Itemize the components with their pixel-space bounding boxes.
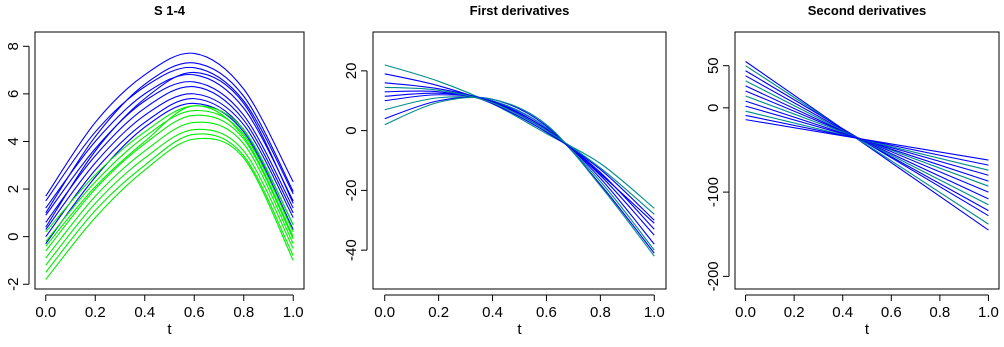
y-tick-label: -2 [5,278,22,291]
series-line-1 [745,61,989,231]
series-line-16 [45,133,294,273]
panel-2: First derivatives t 0.0 0.2 0.4 0.6 0.8 1.0 -4… [343,3,667,338]
y-tick-label: 50 [705,57,722,74]
x-tick-label: 0.4 [482,304,503,321]
y-tick-label: 0 [705,104,722,112]
series-group [745,61,989,231]
plot-frame [34,31,305,290]
x-axis-label: t [167,321,172,338]
series-line-1 [45,52,294,197]
series-line-5 [45,86,294,223]
x-axis: 0.0 0.2 0.4 0.6 0.8 1.0 [374,294,665,321]
series-line-8 [384,96,655,257]
x-tick-label: 1.0 [283,304,304,321]
series-line-1 [384,64,655,209]
series-line-15 [45,128,294,266]
y-tick-label: -20 [343,180,360,202]
y-tick-label: -40 [343,239,360,261]
series-line-10 [45,62,294,214]
series-group [384,64,655,257]
x-tick-label: 0.8 [590,304,611,321]
series-line-3 [384,82,655,230]
series-line-4 [45,81,294,216]
x-axis-label: t [865,321,870,338]
x-axis: 0.0 0.2 0.4 0.6 0.8 1.0 [735,294,999,321]
series-line-7 [384,96,655,254]
plot-frame [372,31,667,290]
series-line-11 [45,105,294,233]
x-tick-label: 0.8 [929,304,950,321]
series-line-8 [45,102,294,245]
x-tick-label: 1.0 [978,304,999,321]
series-line-2 [384,73,655,221]
x-tick-label: 0.4 [134,304,155,321]
x-tick-label: 0.0 [374,304,395,321]
y-axis: -2 0 2 4 6 8 [5,42,30,291]
x-tick-label: 0.6 [536,304,557,321]
series-line-10 [384,86,655,215]
x-tick-label: 0.2 [85,304,106,321]
series-group [45,52,294,280]
series-line-2 [45,66,294,202]
x-tick-label: 1.0 [644,304,665,321]
x-axis-label: t [517,321,522,338]
series-line-14 [45,121,294,259]
chart-title: Second derivatives [808,3,927,18]
panel-1: S 1-4 t 0.0 0.2 0.4 0.6 0.8 1.0 -2 0 2 4 6 8 [5,3,305,338]
series-line-6 [384,96,655,251]
series-line-2 [745,65,989,225]
plot-frame [734,31,1000,290]
x-tick-label: 0.0 [35,304,56,321]
y-tick-label: 4 [5,137,22,145]
chart-title: S 1-4 [154,3,186,18]
x-tick-label: 0.2 [428,304,449,321]
y-tick-label: -200 [705,261,722,291]
y-tick-label: -100 [705,177,722,207]
y-tick-label: 0 [5,232,22,240]
x-tick-label: 0.6 [881,304,902,321]
x-tick-label: 0.0 [735,304,756,321]
y-tick-label: 6 [5,90,22,98]
y-tick-label: 8 [5,42,22,50]
series-line-13 [745,119,989,161]
chart-title: First derivatives [470,3,570,18]
series-line-9 [384,92,655,224]
x-tick-label: 0.8 [233,304,254,321]
series-line-12 [45,109,294,242]
series-line-9 [45,71,294,228]
series-line-6 [45,93,294,230]
series-line-13 [45,114,294,252]
x-tick-label: 0.6 [184,304,205,321]
y-tick-label: 20 [343,63,360,80]
x-tick-label: 0.4 [832,304,853,321]
y-tick-label: 0 [343,126,360,134]
y-axis: -200 -100 0 50 [705,57,730,291]
panel-3: Second derivatives t 0.0 0.2 0.4 0.6 0.8 1.0 -… [705,3,1000,338]
series-line-18 [45,105,294,247]
x-tick-label: 0.2 [784,304,805,321]
y-axis: -40 -20 0 20 [343,63,368,261]
x-axis: 0.0 0.2 0.4 0.6 0.8 1.0 [35,294,304,321]
series-line-3 [45,73,294,209]
series-line-17 [45,137,294,280]
series-line-6 [745,85,989,200]
y-tick-label: 2 [5,185,22,193]
